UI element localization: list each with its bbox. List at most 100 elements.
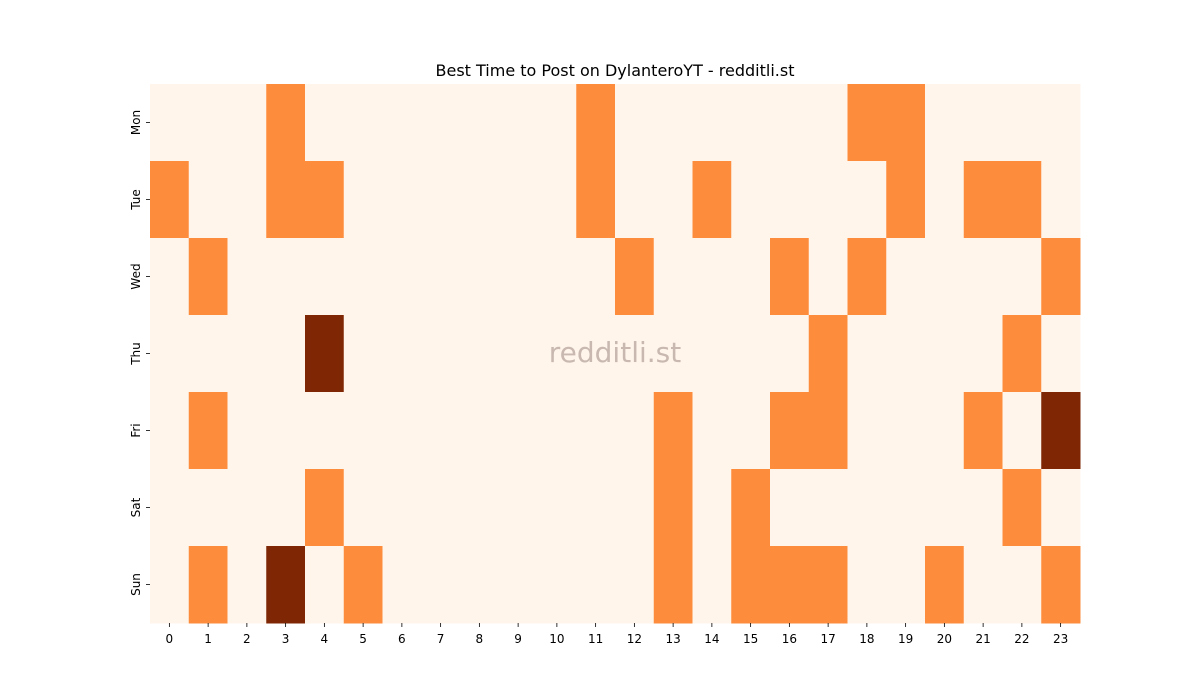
heatmap-cell-sun-2 (227, 546, 267, 624)
x-tick-label: 11 (588, 632, 603, 646)
heatmap-cell-mon-21 (963, 84, 1003, 162)
heatmap-cell-sat-16 (770, 469, 810, 547)
heatmap-cell-mon-22 (1002, 84, 1042, 162)
heatmap-cell-sun-23 (1041, 546, 1081, 624)
heatmap-cell-sun-4 (305, 546, 345, 624)
heatmap-cell-sun-15 (731, 546, 771, 624)
heatmap-cell-sun-6 (382, 546, 422, 624)
heatmap-cell-thu-1 (188, 315, 228, 393)
heatmap-cell-wed-22 (1002, 238, 1042, 316)
heatmap-cell-thu-7 (421, 315, 461, 393)
heatmap-cell-mon-10 (537, 84, 577, 162)
heatmap-cell-thu-17 (808, 315, 848, 393)
heatmap-cell-wed-11 (576, 238, 616, 316)
heatmap-cell-sun-5 (343, 546, 383, 624)
heatmap-cell-tue-10 (537, 161, 577, 239)
x-tick-label: 14 (704, 632, 719, 646)
heatmap-cell-fri-8 (460, 392, 500, 470)
heatmap-cell-thu-9 (498, 315, 538, 393)
heatmap-cell-sat-22 (1002, 469, 1042, 547)
heatmap-cell-sun-8 (460, 546, 500, 624)
heatmap-cell-sat-11 (576, 469, 616, 547)
heatmap-cell-mon-8 (460, 84, 500, 162)
heatmap-cell-sun-20 (925, 546, 965, 624)
heatmap-cell-wed-2 (227, 238, 267, 316)
heatmap-cell-sun-14 (692, 546, 732, 624)
heatmap-cell-tue-2 (227, 161, 267, 239)
heatmap-cell-fri-2 (227, 392, 267, 470)
x-tick-label: 4 (321, 632, 329, 646)
heatmap-cell-sun-10 (537, 546, 577, 624)
y-tick-label: Tue (129, 189, 143, 211)
heatmap-cell-mon-5 (343, 84, 383, 162)
y-tick-label: Mon (129, 110, 143, 135)
heatmap-cell-sun-12 (615, 546, 655, 624)
heatmap-cell-sat-13 (653, 469, 693, 547)
x-tick-label: 22 (1014, 632, 1029, 646)
heatmap-cell-tue-6 (382, 161, 422, 239)
heatmap-cell-sat-4 (305, 469, 345, 547)
heatmap-cell-sun-19 (886, 546, 926, 624)
heatmap-cell-tue-18 (847, 161, 887, 239)
heatmap-cell-sun-16 (770, 546, 810, 624)
heatmap-cell-thu-21 (963, 315, 1003, 393)
x-tick-label: 15 (743, 632, 758, 646)
heatmap-cell-thu-2 (227, 315, 267, 393)
heatmap-cell-fri-11 (576, 392, 616, 470)
x-tick-label: 18 (859, 632, 874, 646)
heatmap-cell-tue-8 (460, 161, 500, 239)
heatmap-cell-mon-4 (305, 84, 345, 162)
heatmap-cell-tue-12 (615, 161, 655, 239)
heatmap-cell-wed-17 (808, 238, 848, 316)
x-tick-label: 16 (782, 632, 797, 646)
x-tick-label: 0 (166, 632, 174, 646)
heatmap-cell-mon-1 (188, 84, 228, 162)
heatmap-cell-sat-21 (963, 469, 1003, 547)
heatmap-cell-wed-21 (963, 238, 1003, 316)
heatmap-cell-sat-0 (150, 469, 190, 547)
heatmap-cell-wed-7 (421, 238, 461, 316)
heatmap-cell-thu-14 (692, 315, 732, 393)
heatmap-cell-wed-13 (653, 238, 693, 316)
heatmap-cell-wed-0 (150, 238, 190, 316)
x-tick-label: 10 (549, 632, 564, 646)
heatmap-cell-sun-22 (1002, 546, 1042, 624)
heatmap-cell-thu-16 (770, 315, 810, 393)
heatmap-cell-tue-23 (1041, 161, 1081, 239)
heatmap-cell-sat-5 (343, 469, 383, 547)
heatmap-cell-wed-14 (692, 238, 732, 316)
heatmap-cell-tue-17 (808, 161, 848, 239)
heatmap-cell-fri-10 (537, 392, 577, 470)
heatmap-cell-sat-12 (615, 469, 655, 547)
heatmap-cell-sun-0 (150, 546, 190, 624)
heatmap-cell-fri-4 (305, 392, 345, 470)
heatmap-cell-fri-0 (150, 392, 190, 470)
heatmap-cell-thu-22 (1002, 315, 1042, 393)
heatmap-cell-mon-15 (731, 84, 771, 162)
heatmap-cell-sat-9 (498, 469, 538, 547)
heatmap-cell-fri-5 (343, 392, 383, 470)
heatmap-cell-fri-20 (925, 392, 965, 470)
heatmap-cell-fri-9 (498, 392, 538, 470)
heatmap-cell-sun-7 (421, 546, 461, 624)
heatmap-cell-wed-16 (770, 238, 810, 316)
heatmap-cell-sun-9 (498, 546, 538, 624)
x-tick-label: 23 (1053, 632, 1068, 646)
heatmap-cell-wed-1 (188, 238, 228, 316)
x-tick-label: 20 (937, 632, 952, 646)
heatmap-cell-tue-5 (343, 161, 383, 239)
heatmap-cell-fri-13 (653, 392, 693, 470)
heatmap-cell-mon-9 (498, 84, 538, 162)
heatmap-cell-mon-23 (1041, 84, 1081, 162)
x-tick-label: 17 (820, 632, 835, 646)
heatmap-cell-wed-3 (266, 238, 306, 316)
heatmap-cell-tue-1 (188, 161, 228, 239)
heatmap-cell-mon-3 (266, 84, 306, 162)
heatmap-cell-sat-7 (421, 469, 461, 547)
heatmap-cell-thu-4 (305, 315, 345, 393)
heatmap-cell-mon-14 (692, 84, 732, 162)
heatmap-cell-sun-18 (847, 546, 887, 624)
y-tick-label: Fri (129, 423, 143, 437)
heatmap-cell-sun-11 (576, 546, 616, 624)
